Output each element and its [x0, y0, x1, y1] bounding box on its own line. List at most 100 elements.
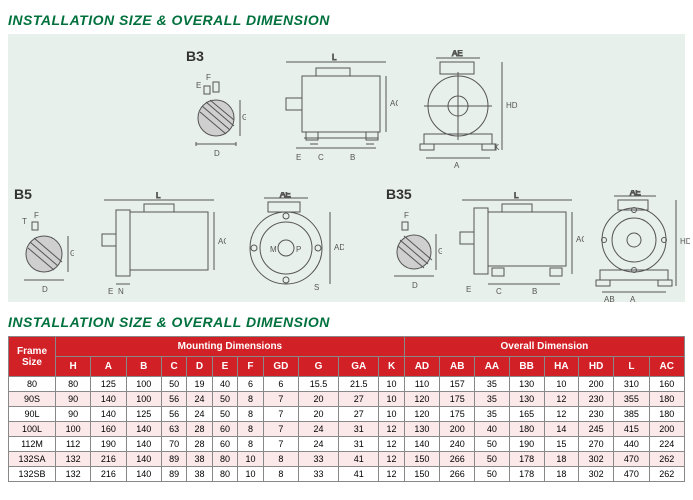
svg-text:E: E: [108, 287, 113, 296]
cell: 24: [187, 407, 212, 422]
cell: 200: [578, 377, 613, 392]
cell: 33: [298, 452, 338, 467]
cell: 120: [404, 392, 439, 407]
cell: 140: [126, 437, 161, 452]
th-col: B: [126, 357, 161, 377]
cell: 130: [509, 377, 544, 392]
cell: 470: [614, 467, 649, 482]
cell: 216: [91, 452, 126, 467]
cell: 165: [509, 407, 544, 422]
svg-text:AC: AC: [218, 237, 226, 246]
cell: 27: [339, 392, 379, 407]
th-col: E: [212, 357, 237, 377]
cell: 262: [649, 467, 684, 482]
cell: 89: [161, 467, 186, 482]
cell: 440: [614, 437, 649, 452]
th-col: A: [91, 357, 126, 377]
cell: 15: [544, 437, 578, 452]
cell: 125: [91, 377, 126, 392]
svg-text:C: C: [318, 153, 324, 162]
svg-text:K: K: [494, 143, 500, 152]
svg-text:F: F: [206, 73, 211, 82]
cell: 6: [263, 377, 298, 392]
cell: 132: [56, 467, 91, 482]
cell: 27: [339, 407, 379, 422]
th-mounting: Mounting Dimensions: [56, 337, 405, 357]
cell: 50: [475, 437, 509, 452]
cell: 266: [440, 452, 475, 467]
cell: 140: [91, 407, 126, 422]
svg-text:AE: AE: [280, 192, 291, 199]
cell: 18: [544, 452, 578, 467]
svg-text:HD: HD: [506, 101, 518, 110]
th-col: H: [56, 357, 91, 377]
th-col: GA: [339, 357, 379, 377]
dimension-table: Frame Size Mounting Dimensions Overall D…: [8, 336, 685, 482]
cell: 10: [238, 467, 263, 482]
cell: 56: [161, 407, 186, 422]
section-title-upper: INSTALLATION SIZE & OVERALL DIMENSION: [8, 12, 685, 28]
b3-shaft-end: E F D G: [186, 72, 246, 162]
svg-text:AE: AE: [630, 190, 641, 197]
th-col: AC: [649, 357, 684, 377]
cell: 56: [161, 392, 186, 407]
svg-text:AD: AD: [334, 243, 344, 252]
cell: 157: [440, 377, 475, 392]
cell: 31: [339, 437, 379, 452]
th-col: AB: [440, 357, 475, 377]
th-col: HA: [544, 357, 578, 377]
cell: 230: [578, 392, 613, 407]
cell: 470: [614, 452, 649, 467]
svg-text:T: T: [22, 217, 27, 226]
svg-text:G: G: [242, 113, 246, 122]
svg-text:F: F: [404, 211, 409, 220]
svg-text:F: F: [34, 211, 39, 220]
svg-text:D: D: [412, 281, 418, 290]
svg-text:AE: AE: [452, 50, 463, 58]
cell: 80: [212, 452, 237, 467]
svg-text:AB: AB: [604, 295, 615, 304]
table-row: 80801251005019406615.521.510110157351301…: [9, 377, 685, 392]
cell: 200: [440, 422, 475, 437]
svg-text:L: L: [514, 192, 519, 200]
cell: 8: [263, 467, 298, 482]
cell: 24: [298, 422, 338, 437]
cell: 180: [509, 422, 544, 437]
cell: 15.5: [298, 377, 338, 392]
cell: 7: [263, 422, 298, 437]
svg-text:AC: AC: [390, 99, 398, 108]
cell: 24: [298, 437, 338, 452]
table-row: 132SA13221614089388010833411215026650178…: [9, 452, 685, 467]
cell: 8: [263, 452, 298, 467]
cell: 8: [238, 437, 263, 452]
cell: 100: [126, 377, 161, 392]
cell: 41: [339, 452, 379, 467]
b3-front-view: AE HD A K: [408, 50, 518, 172]
cell-frame: 90L: [9, 407, 56, 422]
svg-text:A: A: [454, 161, 460, 170]
svg-text:E: E: [196, 81, 201, 90]
th-col: AA: [475, 357, 509, 377]
cell: 230: [578, 407, 613, 422]
svg-text:M: M: [270, 245, 277, 254]
cell: 12: [379, 437, 404, 452]
diagram-label-b35: B35: [386, 186, 412, 202]
b35-side-view: L E C B AC: [448, 192, 584, 302]
svg-text:G: G: [438, 247, 442, 256]
cell: 60: [212, 422, 237, 437]
cell: 125: [126, 407, 161, 422]
cell: 38: [187, 452, 212, 467]
svg-text:B: B: [532, 287, 537, 296]
svg-text:N: N: [118, 287, 124, 296]
cell: 132: [56, 452, 91, 467]
cell: 140: [126, 422, 161, 437]
th-col: HD: [578, 357, 613, 377]
cell: 60: [212, 437, 237, 452]
cell: 266: [440, 467, 475, 482]
cell: 38: [187, 467, 212, 482]
cell: 20: [298, 392, 338, 407]
svg-text:HD: HD: [680, 237, 690, 246]
cell: 19: [187, 377, 212, 392]
b5-flange-front: AE M P AD S: [234, 192, 344, 302]
svg-text:P: P: [296, 245, 301, 254]
